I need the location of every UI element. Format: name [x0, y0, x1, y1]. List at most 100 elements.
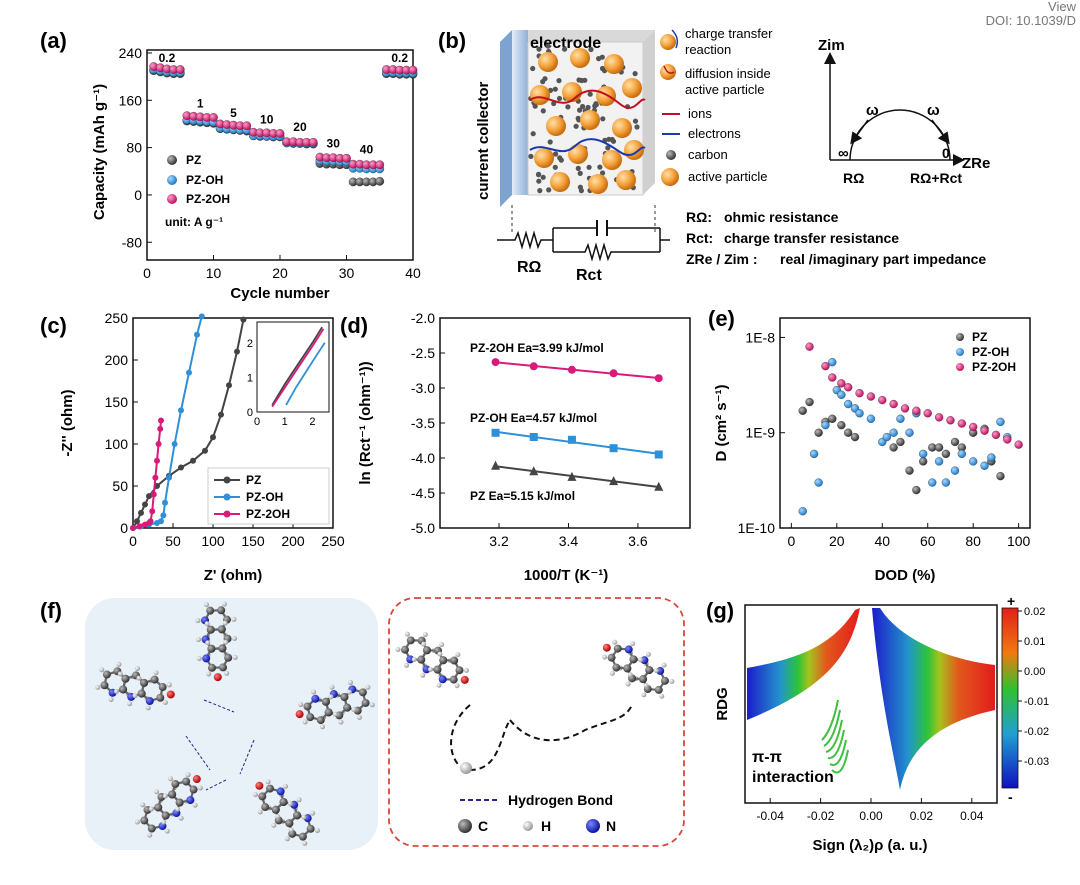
f-mol-top-atom	[218, 625, 226, 633]
chart-e-point-pz	[890, 443, 898, 451]
chart-c-point-pz-oh	[172, 441, 178, 447]
chart-e-point-pz-2oh	[828, 373, 836, 381]
f-mol-left-h	[136, 676, 141, 681]
carbon-dot	[600, 116, 605, 121]
chart-c-point-pz	[218, 412, 224, 418]
f-dimer-hydrogen	[460, 762, 472, 774]
f-mol-right-h	[370, 702, 375, 707]
chart-d-ytick-label: -5.0	[411, 520, 435, 536]
chart-e-point-pz-oh	[815, 479, 823, 487]
legend-carbon: carbon	[688, 147, 728, 162]
chart-e-point-pz-oh	[906, 429, 914, 437]
f-mol-left-h	[109, 697, 114, 702]
carbon-dot	[541, 175, 546, 180]
carbon-dot	[536, 172, 541, 177]
carbon-dot	[593, 101, 598, 106]
colorbar-tick-label: 0.02	[1024, 606, 1045, 618]
chart-a-ytick-label: 240	[119, 45, 143, 61]
f-mol-left-h	[114, 689, 119, 694]
f-mol-bottom-left-h	[179, 816, 184, 821]
f-dimer-right-atom	[614, 645, 622, 653]
chart-g-note-2: interaction	[752, 769, 834, 786]
chart-e-point-pz	[837, 421, 845, 429]
carbon-dot	[633, 119, 638, 124]
chart-e-point-pz-oh	[935, 457, 943, 465]
chart-a-xlabel: Cycle number	[230, 285, 329, 302]
f-dimer-left-h	[455, 683, 460, 688]
atom-h-label: H	[541, 818, 551, 834]
carbon-dot	[579, 78, 584, 83]
active-particle	[538, 52, 558, 72]
chart-e-point-pz-oh	[867, 415, 875, 423]
chart-e-ytick-label: 1E-9	[745, 425, 775, 441]
carbon-dot	[633, 71, 638, 76]
f-right-frame	[389, 598, 684, 846]
f-mol-bottom-right-h	[285, 836, 290, 841]
chart-e-point-pz-2oh	[890, 400, 898, 408]
f-dimer-right-h	[630, 641, 635, 646]
panel-f-label: (f)	[40, 598, 62, 623]
carbon-dot	[548, 139, 553, 144]
f-mol-bottom-right-atom	[280, 798, 288, 806]
carbon-dot	[536, 179, 541, 184]
electrode-side	[643, 30, 655, 195]
chart-a-point-pz-2oh	[276, 129, 284, 137]
chart-d-point-pz	[491, 461, 500, 470]
f-mol-bottom-left-atom	[140, 816, 148, 824]
particle-icon	[661, 168, 679, 186]
chart-c-ytick-label: 50	[112, 478, 128, 494]
chart-e-point-pz-oh	[837, 391, 845, 399]
f-mol-right-h	[330, 685, 335, 690]
carbon-dot	[634, 124, 639, 129]
chart-a-point-pz-2oh	[309, 138, 317, 146]
f-dimer-right-h	[654, 668, 659, 673]
panel-f: (f) Hydrogen Bond C H N	[40, 598, 684, 850]
chart-e-point-pz-2oh	[901, 404, 909, 412]
chart-c-xtick-label: 0	[129, 533, 137, 549]
f-mol-right-atom	[362, 699, 370, 707]
infinity-mark: ∞	[838, 145, 849, 162]
chart-g-xtick-label: -0.04	[757, 809, 785, 823]
carbon-dot	[579, 188, 584, 193]
chart-a-xtick-label: 10	[206, 265, 222, 281]
chart-c-point-pz-oh	[199, 313, 205, 319]
chart-e-xtick-label: 80	[965, 533, 981, 549]
chart-a-point-pz-2oh	[176, 65, 184, 73]
def-rct-text: charge transfer resistance	[724, 230, 899, 246]
f-mol-right-atom	[343, 704, 351, 712]
f-dimer-right-h	[662, 663, 667, 668]
chart-c-point-pz	[202, 448, 208, 454]
view-link[interactable]: View	[986, 0, 1076, 14]
chart-c-point-pz-oh	[186, 370, 192, 376]
f-mol-bottom-right-h	[283, 784, 288, 789]
chart-c-ytick-label: 150	[105, 394, 129, 410]
f-mol-bottom-right-atom	[277, 787, 285, 795]
chart-c-xtick-label: 200	[281, 533, 305, 549]
active-particle	[580, 110, 600, 130]
f-dimer-left-h	[412, 657, 417, 662]
chart-e-ytick-label: 1E-10	[738, 520, 776, 536]
omega-arrow-right	[932, 120, 948, 142]
carbon-dot	[546, 187, 551, 192]
f-mol-bottom-right-h	[289, 827, 294, 832]
f-mol-left-atom	[151, 676, 159, 684]
f-mol-left-h	[133, 693, 138, 698]
legend-e-pz-marker	[956, 333, 964, 341]
chart-c-xlabel: Z' (ohm)	[204, 567, 263, 584]
f-mol-right-h	[328, 694, 333, 699]
carbon-dot	[587, 165, 592, 170]
r-omega-label: RΩ	[843, 170, 864, 186]
carbon-dot	[574, 124, 579, 129]
f-mol-bottom-right-h	[266, 779, 271, 784]
f-mol-top-h	[223, 640, 228, 645]
chart-a-xtick-label: 40	[405, 265, 421, 281]
f-dimer-left-h	[437, 652, 442, 657]
f-dimer-left-h	[423, 632, 428, 637]
chart-a-point-pz-2oh	[409, 66, 417, 74]
f-right-legend: Hydrogen Bond C H N	[458, 792, 616, 834]
f-mol-top-atom	[208, 664, 216, 672]
f-mol-right-h	[320, 724, 325, 729]
f-mol-left-atom	[119, 685, 127, 693]
chart-e-point-pz	[799, 407, 807, 415]
